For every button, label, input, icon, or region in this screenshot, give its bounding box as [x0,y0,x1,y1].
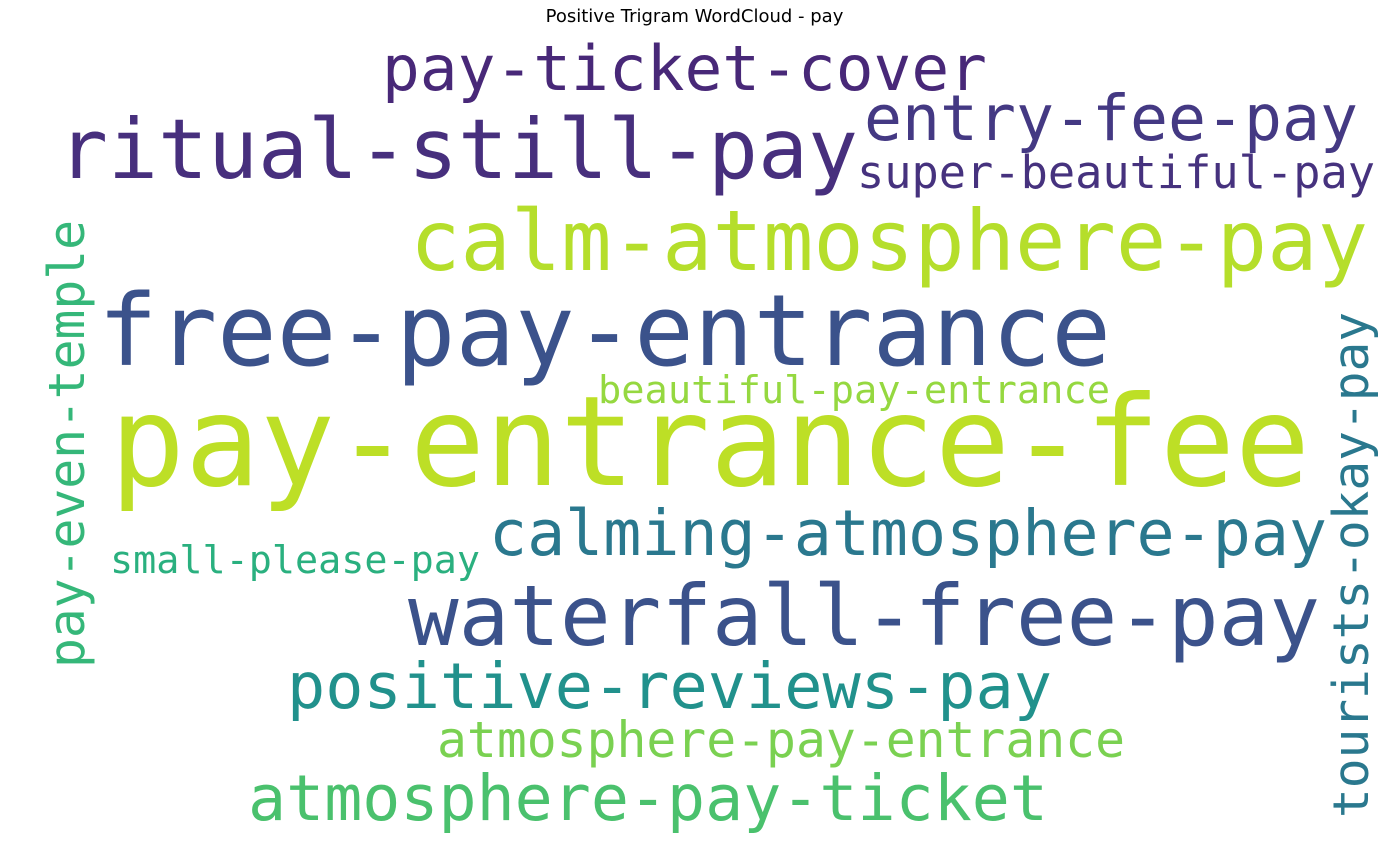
word-atmosphere-pay-entrance: atmosphere-pay-entrance [437,711,1125,769]
word-pay-entrance-fee: pay-entrance-fee [110,370,1310,515]
word-atmosphere-pay-ticket: atmosphere-pay-ticket [248,761,1048,835]
word-calm-atmosphere-pay: calm-atmosphere-pay [410,192,1368,290]
word-calming-atmosphere-pay: calming-atmosphere-pay [489,496,1327,570]
word-positive-reviews-pay: positive-reviews-pay [287,649,1052,723]
word-entry-fee-pay: entry-fee-pay [864,81,1358,155]
word-waterfall-free-pay: waterfall-free-pay [408,567,1320,665]
word-pay-even-temple: pay-even-temple [38,220,96,668]
word-small-please-pay: small-please-pay [110,538,480,583]
word-super-beautiful-pay: super-beautiful-pay [857,146,1375,199]
word-beautiful-pay-entrance: beautiful-pay-entrance [598,368,1110,413]
word-pay-ticket-cover: pay-ticket-cover [382,32,987,105]
word-ritual-still-pay: ritual-still-pay [58,101,858,198]
word-tourists-okay-pay: tourists-okay-pay [1322,312,1380,818]
word-free-pay-entrance: free-pay-entrance [98,274,1111,389]
chart-title: Positive Trigram WordCloud - pay [545,6,844,27]
